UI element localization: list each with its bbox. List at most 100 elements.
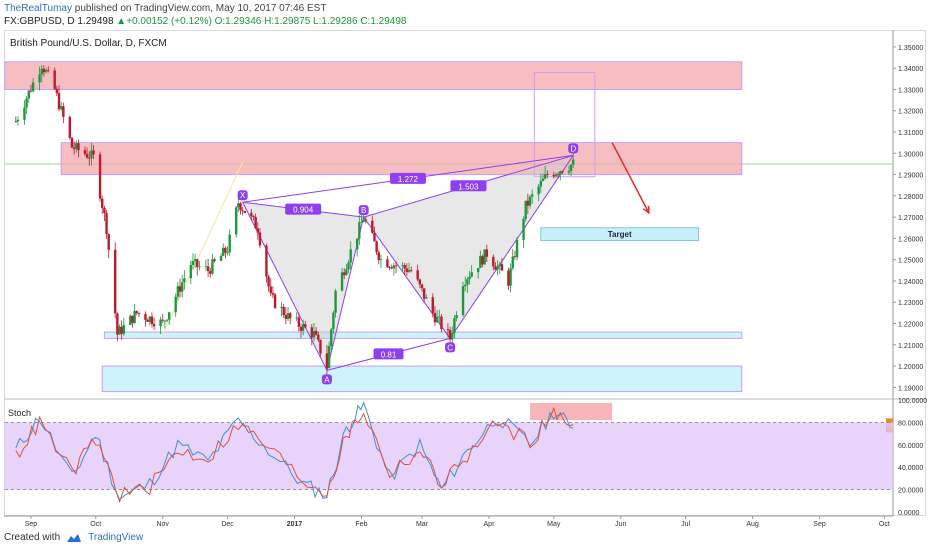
candle	[325, 353, 329, 369]
candle	[120, 326, 123, 334]
stoch-tick-label: 80.0000	[898, 420, 923, 427]
tradingview-brand[interactable]: TradingView	[88, 532, 144, 543]
time-tick-label: Oct	[879, 521, 890, 528]
candle	[509, 268, 512, 286]
candle	[168, 312, 171, 320]
candle	[418, 279, 422, 285]
price-tick-label: 1.23000	[898, 300, 923, 307]
candle	[176, 286, 180, 297]
tradingview-logo-icon	[67, 533, 82, 542]
candle	[299, 326, 303, 331]
pattern-point-label: X	[240, 191, 246, 200]
candle	[286, 313, 290, 319]
candle	[133, 311, 136, 323]
candle	[407, 270, 411, 272]
ratio-badge	[373, 348, 404, 360]
open-value: O:1.29346	[214, 16, 262, 27]
candle	[53, 70, 56, 89]
candle	[213, 259, 216, 261]
price-tick-label: 1.22000	[898, 322, 923, 329]
time-tick-label: Feb	[355, 521, 367, 528]
price-tick-label: 1.24000	[898, 279, 923, 286]
candle	[183, 278, 186, 283]
candle	[327, 346, 331, 369]
candle	[340, 272, 344, 291]
candle	[373, 232, 376, 242]
stoch-line	[15, 401, 574, 501]
candle	[552, 174, 555, 177]
candle	[219, 255, 223, 261]
ratio-badge	[450, 180, 487, 192]
price-tick-label: 1.33000	[898, 87, 923, 94]
candle	[386, 259, 389, 268]
author-link[interactable]: TheRealTumay	[4, 3, 72, 14]
candle	[554, 174, 558, 177]
candle	[332, 312, 335, 330]
candle	[258, 232, 262, 246]
time-tick-label: Nov	[156, 521, 169, 528]
candle	[206, 266, 210, 272]
time-tick-label: Apr	[484, 521, 496, 528]
candle	[431, 297, 434, 313]
projection-box	[533, 71, 596, 178]
candle	[349, 249, 352, 263]
candle	[25, 98, 28, 108]
candle	[70, 137, 74, 148]
time-tick-label: Dec	[221, 521, 234, 528]
candle	[485, 249, 489, 257]
ratio-label: 1.272	[398, 175, 419, 184]
low-value: L:1.29286	[313, 16, 358, 27]
candle	[479, 256, 482, 269]
candle	[481, 256, 484, 265]
candle	[122, 325, 126, 334]
candle	[72, 147, 76, 150]
candle	[371, 220, 374, 233]
candle	[196, 259, 199, 268]
bearish-arrow-icon	[611, 142, 650, 214]
candle	[297, 317, 301, 327]
stoch-tick-label: 40.0000	[898, 465, 923, 472]
candle	[420, 284, 424, 289]
candle	[500, 264, 504, 271]
candle	[330, 329, 333, 347]
candle	[163, 320, 167, 322]
pattern-point-badge	[358, 205, 369, 216]
pattern-point-label: C	[447, 343, 453, 352]
price-tick-label: 1.28000	[898, 194, 923, 201]
pattern-point-badge	[321, 374, 332, 385]
candle	[31, 82, 35, 92]
ratio-badge	[389, 172, 426, 184]
candle	[85, 153, 89, 158]
candle	[159, 319, 162, 327]
candle	[211, 259, 214, 274]
candle	[107, 234, 110, 250]
candle	[541, 178, 545, 181]
candle	[23, 107, 26, 120]
candle	[403, 265, 406, 269]
candle	[42, 68, 46, 73]
candle	[364, 219, 368, 221]
candle	[135, 311, 138, 313]
candle	[435, 316, 439, 323]
pattern-point-badge	[568, 143, 579, 154]
candle	[515, 239, 519, 258]
candle	[254, 216, 257, 229]
instrument-title: British Pound/U.S. Dollar, D, FXCM	[10, 38, 167, 49]
candle	[522, 218, 525, 240]
candle	[273, 294, 277, 309]
candle	[237, 203, 240, 208]
candle	[405, 268, 409, 272]
candle	[425, 297, 428, 299]
candle	[161, 319, 164, 321]
candle	[288, 313, 292, 319]
supply-zone	[60, 142, 743, 176]
stoch-tick-label: 100.0000	[898, 398, 927, 405]
time-tick-label: Mar	[416, 521, 429, 528]
candle	[271, 293, 275, 295]
footer: Created with TradingView	[4, 532, 143, 543]
candle	[113, 249, 117, 314]
time-tick-label: Oct	[90, 521, 101, 528]
candle	[539, 180, 543, 187]
ohlc-bar: FX:GBPUSD, D 1.29498 ▲+0.00152 (+0.12%) …	[4, 16, 406, 27]
